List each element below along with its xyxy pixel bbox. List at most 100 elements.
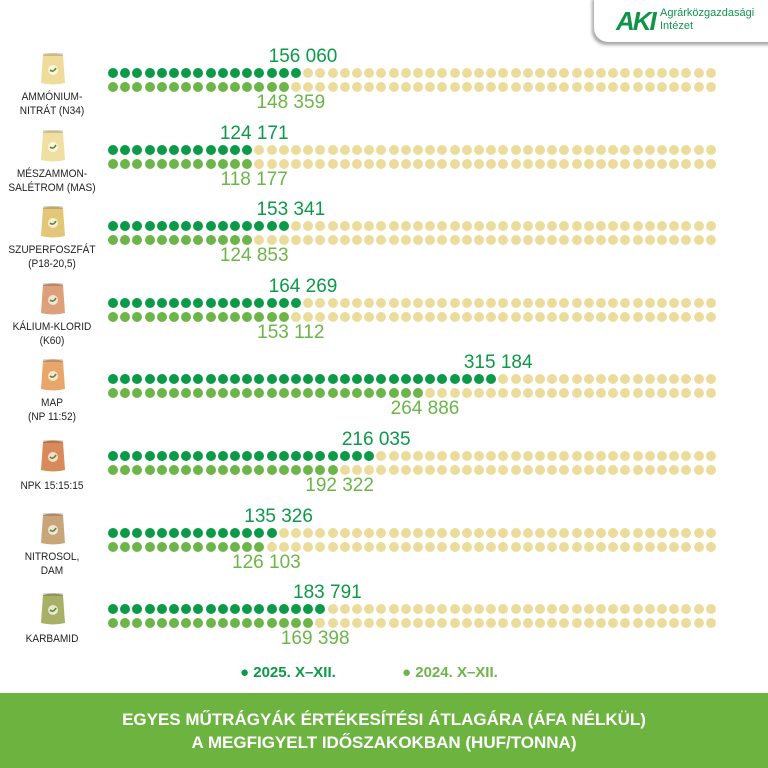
empty-dot xyxy=(376,68,387,78)
value-dot xyxy=(169,618,179,629)
empty-dot xyxy=(608,297,619,308)
empty-dot xyxy=(364,311,375,322)
empty-dot xyxy=(498,235,509,246)
empty-dot xyxy=(339,311,350,322)
empty-dot xyxy=(400,221,411,232)
empty-dot xyxy=(352,527,362,538)
empty-dot xyxy=(400,451,411,461)
value-dot xyxy=(315,388,326,399)
value-dot xyxy=(266,82,277,92)
value-dot xyxy=(193,144,204,155)
empty-dot xyxy=(278,144,289,155)
empty-dot xyxy=(291,144,301,155)
empty-dot xyxy=(681,374,692,385)
chart-group: NITROSOL, DAM 135 326 126 103 xyxy=(0,506,768,589)
empty-dot xyxy=(596,68,606,78)
value-dot xyxy=(205,297,216,308)
empty-dot xyxy=(583,158,594,169)
fertilizer-bag-icon xyxy=(38,205,68,239)
logo-text: Agrárközgazdasági Intézet xyxy=(660,7,754,33)
empty-dot xyxy=(388,221,399,232)
empty-dot xyxy=(644,388,655,399)
empty-dot xyxy=(535,618,545,629)
value-dot xyxy=(205,541,216,552)
value-dot xyxy=(120,527,131,538)
value-dot xyxy=(242,604,253,615)
empty-dot xyxy=(693,158,704,169)
empty-dot xyxy=(339,82,350,92)
empty-dot xyxy=(522,82,533,92)
empty-dot xyxy=(510,144,521,155)
empty-dot xyxy=(583,221,594,232)
value-dot xyxy=(120,82,131,92)
empty-dot xyxy=(535,374,545,385)
empty-dot xyxy=(571,604,582,615)
empty-dot xyxy=(705,158,716,169)
empty-dot xyxy=(632,221,643,232)
empty-dot xyxy=(291,527,301,538)
value-dot xyxy=(339,451,350,461)
value-dot xyxy=(315,604,326,615)
empty-dot xyxy=(339,541,350,552)
value-dot xyxy=(266,618,277,629)
value-dot xyxy=(181,82,192,92)
empty-dot xyxy=(486,158,497,169)
empty-dot xyxy=(339,527,350,538)
empty-dot xyxy=(522,158,533,169)
value-dot xyxy=(169,311,179,322)
empty-dot xyxy=(693,465,704,475)
empty-dot xyxy=(681,618,692,629)
empty-dot xyxy=(620,158,631,169)
value-dot xyxy=(315,465,326,475)
empty-dot xyxy=(352,604,362,615)
empty-dot xyxy=(474,311,484,322)
value-dot xyxy=(144,235,155,246)
empty-dot xyxy=(352,68,362,78)
empty-dot xyxy=(547,465,558,475)
value-dot xyxy=(230,451,240,461)
empty-dot xyxy=(559,297,570,308)
empty-dot xyxy=(388,527,399,538)
value-dot xyxy=(217,451,228,461)
legend-item-2025: ● 2025. X–XII. xyxy=(240,664,336,681)
value-dot xyxy=(327,388,338,399)
value-dot xyxy=(169,388,179,399)
empty-dot xyxy=(474,221,484,232)
empty-dot xyxy=(657,158,667,169)
empty-dot xyxy=(596,158,606,169)
empty-dot xyxy=(681,82,692,92)
empty-dot xyxy=(364,221,375,232)
empty-dot xyxy=(339,68,350,78)
empty-dot xyxy=(669,604,680,615)
empty-dot xyxy=(364,297,375,308)
empty-dot xyxy=(681,235,692,246)
empty-dot xyxy=(510,618,521,629)
empty-dot xyxy=(413,68,423,78)
empty-dot xyxy=(498,618,509,629)
empty-dot xyxy=(632,235,643,246)
value-dot xyxy=(205,527,216,538)
empty-dot xyxy=(547,604,558,615)
value-dot xyxy=(156,618,167,629)
empty-dot xyxy=(437,465,448,475)
value-dot xyxy=(230,541,240,552)
value-dot xyxy=(291,297,301,308)
value-dot xyxy=(144,144,155,155)
empty-dot xyxy=(608,158,619,169)
value-dot xyxy=(327,465,338,475)
empty-dot xyxy=(461,465,472,475)
value-dot xyxy=(181,235,192,246)
empty-dot xyxy=(352,82,362,92)
empty-dot xyxy=(510,82,521,92)
empty-dot xyxy=(461,82,472,92)
value-dot xyxy=(230,82,240,92)
value-dot xyxy=(278,82,289,92)
value-dot xyxy=(120,604,131,615)
empty-dot xyxy=(522,388,533,399)
empty-dot xyxy=(522,144,533,155)
empty-dot xyxy=(608,527,619,538)
empty-dot xyxy=(291,158,301,169)
empty-dot xyxy=(376,82,387,92)
empty-dot xyxy=(535,82,545,92)
value-dot xyxy=(156,388,167,399)
